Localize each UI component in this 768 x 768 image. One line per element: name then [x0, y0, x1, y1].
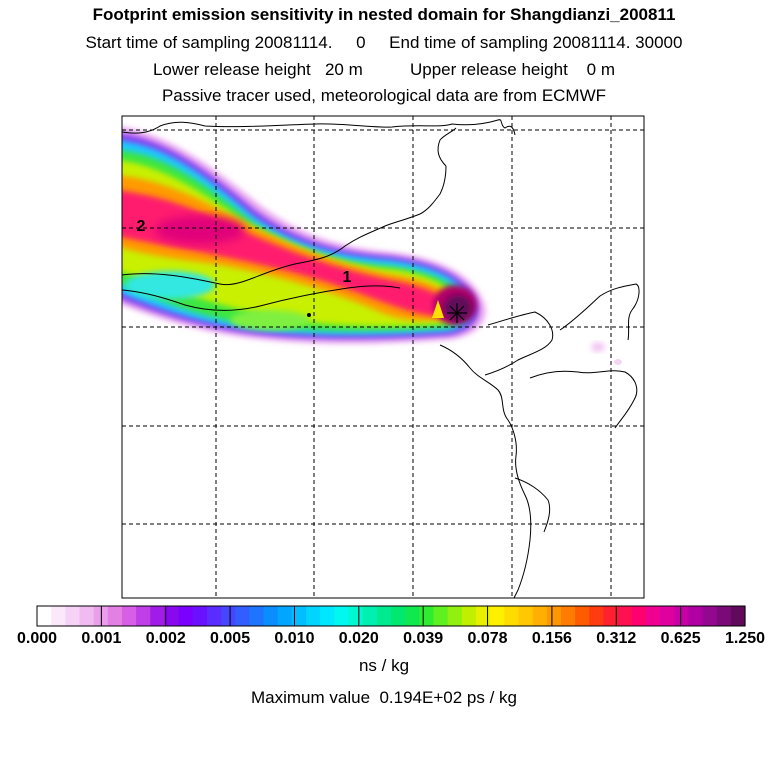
colorbar-cell	[589, 606, 604, 626]
footprint-map: 2 1	[121, 115, 645, 599]
colorbar-cell	[79, 606, 95, 626]
colorbar-cell	[376, 606, 392, 626]
colorbar-tick-label: 1.250	[724, 630, 766, 647]
colorbar-cell	[603, 606, 619, 626]
colorbar-cell	[702, 606, 718, 626]
colorbar-cell	[334, 606, 350, 626]
colorbar-cell	[560, 606, 576, 626]
release-height-line: Lower release height 20 m Upper release …	[152, 60, 616, 79]
sampling-time-line: Start time of sampling 20081114. 0 End t…	[85, 33, 683, 52]
tracer-info-line: Passive tracer used, meteorological data…	[161, 86, 607, 105]
point-label-1: 1	[343, 269, 352, 286]
colorbar-cell	[277, 606, 293, 626]
colorbar-cell	[461, 606, 477, 626]
colorbar-cell	[419, 606, 435, 626]
colorbar-cell	[645, 606, 661, 626]
colorbar-cell	[433, 606, 449, 626]
colorbar-cell	[164, 606, 180, 626]
colorbar-frame	[36, 605, 746, 627]
colorbar-cell	[617, 606, 633, 626]
maximum-value-label: Maximum value 0.194E+02 ps / kg	[251, 688, 517, 707]
colorbar-tick-label: 0.020	[338, 630, 379, 647]
colorbar-cell	[631, 606, 647, 626]
colorbar-cell	[235, 606, 250, 626]
release-point-marker	[447, 303, 467, 323]
colorbar-cell	[206, 606, 222, 626]
colorbar-cell	[65, 606, 81, 626]
colorbar-tick-label: 0.078	[467, 630, 508, 647]
emission-plume	[122, 126, 622, 365]
colorbar-cell	[178, 606, 194, 626]
colorbar-cell	[475, 606, 491, 626]
map-frame	[121, 115, 645, 599]
colorbar-tick-label: 0.010	[274, 630, 315, 647]
colorbar-tick-label: 0.156	[531, 630, 572, 647]
colorbar-cell	[221, 606, 236, 626]
colorbar-cell	[674, 606, 689, 626]
colorbar-cell	[716, 606, 732, 626]
colorbar-cell	[575, 606, 590, 626]
colorbar-tick-label: 0.000	[16, 630, 58, 647]
colorbar-cell	[362, 606, 378, 626]
colorbar-cell	[37, 606, 52, 626]
colorbar-tick-label: 0.039	[403, 630, 444, 647]
units-label: ns / kg	[358, 656, 410, 675]
colorbar-tick-label: 0.312	[596, 630, 637, 647]
colorbar-cell	[121, 606, 137, 626]
coastlines	[122, 119, 640, 598]
colorbar	[36, 605, 746, 627]
colorbar-cell	[447, 606, 463, 626]
colorbar-cell	[263, 606, 279, 626]
colorbar-tick-label: 0.625	[660, 630, 701, 647]
colorbar-cell	[192, 606, 208, 626]
colorbar-cell	[532, 606, 548, 626]
colorbar-cell	[291, 606, 307, 626]
point-label-2: 2	[137, 218, 146, 235]
location-dot	[307, 313, 311, 317]
colorbar-cell	[730, 606, 746, 626]
colorbar-cell	[306, 606, 321, 626]
colorbar-cell	[150, 606, 166, 626]
colorbar-cell	[107, 606, 123, 626]
colorbar-tick-label: 0.005	[210, 630, 251, 647]
colorbar-cell	[51, 606, 66, 626]
colorbar-cell	[405, 606, 420, 626]
colorbar-cell	[348, 606, 364, 626]
colorbar-tick-label: 0.002	[145, 630, 186, 647]
map-gridlines	[122, 116, 644, 598]
colorbar-cell	[504, 606, 520, 626]
colorbar-cells	[37, 606, 746, 626]
colorbar-cell	[391, 606, 406, 626]
colorbar-cell	[490, 606, 505, 626]
colorbar-tick-label: 0.001	[81, 630, 122, 647]
colorbar-cell	[249, 606, 265, 626]
colorbar-cell	[688, 606, 704, 626]
colorbar-cell	[320, 606, 335, 626]
plot-title: Footprint emission sensitivity in nested…	[92, 5, 676, 24]
colorbar-cell	[136, 606, 151, 626]
colorbar-cell	[660, 606, 675, 626]
colorbar-dividers	[100, 606, 682, 626]
colorbar-cell	[546, 606, 562, 626]
colorbar-cell	[518, 606, 534, 626]
